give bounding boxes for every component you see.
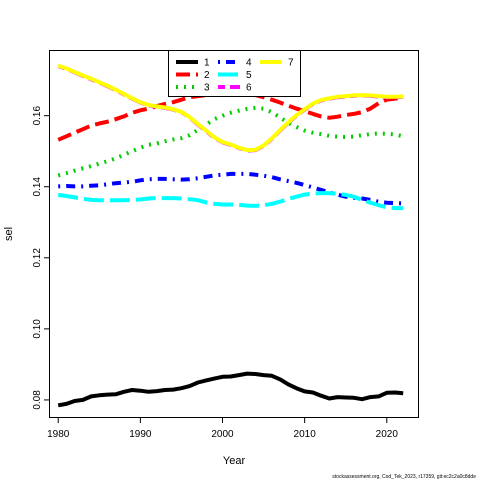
x-axis-title: Year xyxy=(223,455,246,467)
series-line-3 xyxy=(57,105,404,178)
y-axis-title: sel xyxy=(3,227,15,241)
series-line-5 xyxy=(57,191,404,211)
series-line-1 xyxy=(57,371,404,408)
legend-label-6: 6 xyxy=(246,83,252,94)
y-axis: 0.08 0.10 0.12 0.14 0.16 xyxy=(32,106,50,410)
series-line-2 xyxy=(57,91,404,142)
legend-label-2: 2 xyxy=(204,70,210,81)
x-tick-label: 1990 xyxy=(129,429,152,440)
y-tick-label: 0.08 xyxy=(32,390,43,410)
x-tick-label: 2020 xyxy=(376,429,399,440)
y-tick-label: 0.14 xyxy=(32,177,43,197)
footnote: stockassessment.org, Cod_Tek_2023, r1735… xyxy=(332,474,476,480)
y-tick-label: 0.10 xyxy=(32,319,43,339)
x-tick-label: 2010 xyxy=(294,429,317,440)
legend-label-7: 7 xyxy=(288,58,294,69)
x-axis: 1980 1990 2000 2010 2020 xyxy=(47,417,398,440)
legend-label-5: 5 xyxy=(246,70,252,81)
x-tick-label: 2000 xyxy=(211,429,234,440)
y-tick-label: 0.12 xyxy=(32,248,43,268)
x-tick-label: 1980 xyxy=(47,429,70,440)
legend-label-1: 1 xyxy=(204,58,210,69)
legend-label-3: 3 xyxy=(204,83,210,94)
legend: 12 3 45 6 7 xyxy=(168,50,301,97)
series-lines xyxy=(57,63,404,408)
legend-label-4: 4 xyxy=(246,58,252,69)
series-line-7 xyxy=(57,63,404,153)
y-tick-label: 0.16 xyxy=(32,106,43,126)
